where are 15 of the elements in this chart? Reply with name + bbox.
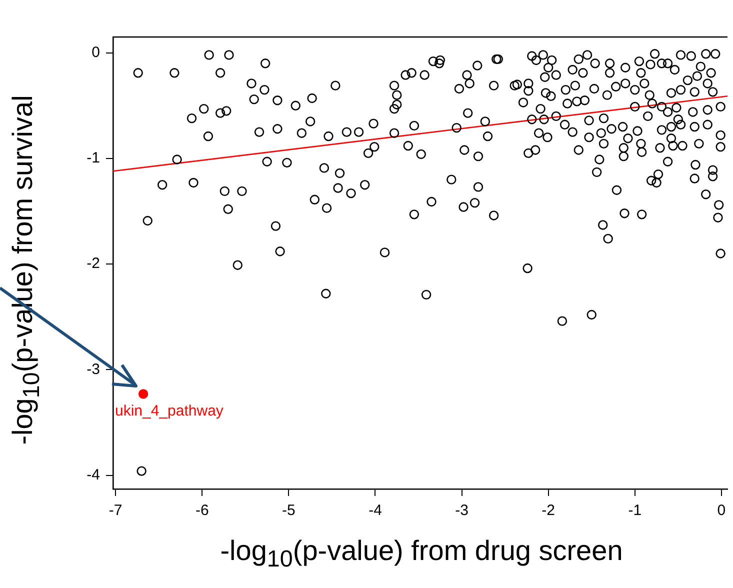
annotation: ukin_4_pathway: [115, 402, 224, 420]
x-tick-label: -5: [282, 502, 296, 520]
y-tick-label: -3: [86, 360, 100, 378]
y-tick-label: 0: [92, 44, 100, 61]
y-tick-label: -2: [86, 255, 100, 272]
x-tick-label: 0: [717, 502, 726, 520]
x-tick-label: -3: [455, 502, 468, 520]
y-tick-label: -4: [86, 466, 100, 484]
x-axis-title: -log$_{10}$(p-value) from drug screen: [219, 535, 624, 573]
y-tick-label: -1: [86, 150, 100, 167]
x-tick-label: -7: [108, 502, 122, 520]
x-tick-label: -4: [368, 502, 382, 520]
x-tick-label: -1: [628, 502, 642, 520]
x-tick-label: -6: [195, 502, 209, 520]
x-tick-label: -2: [542, 502, 556, 520]
